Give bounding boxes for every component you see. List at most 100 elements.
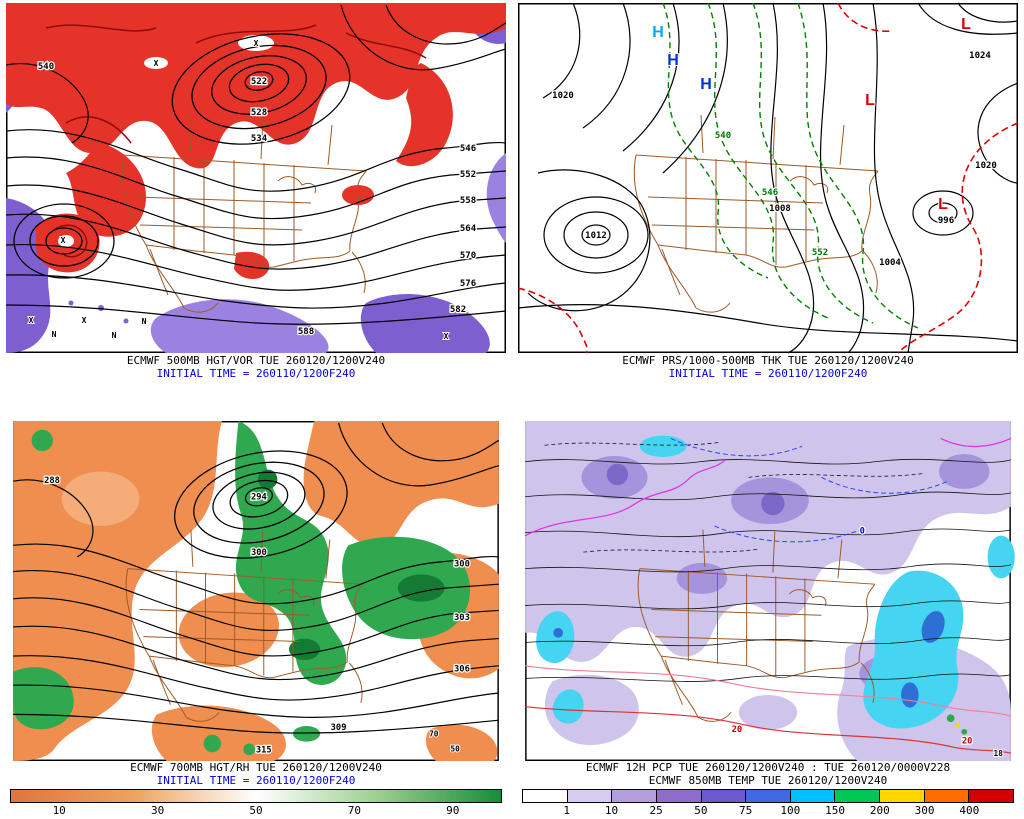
panel-caption-line1: ECMWF 700MB HGT/RH TUE 260120/1200V240: [130, 761, 382, 774]
contour-label: 315: [256, 745, 272, 755]
panel-caption-line1: ECMWF 500MB HGT/VOR TUE 260120/1200V240: [126, 354, 386, 367]
colorbar-segment: [656, 790, 702, 802]
colorbar-segment: [835, 790, 881, 802]
panel-initial-time: INITIAL TIME = 260110/1200F240: [156, 774, 356, 787]
vort-marker: X: [154, 59, 159, 68]
rh-colorbar-ticks: 10 30 50 70 90: [10, 803, 502, 817]
colorbar-segment: [746, 790, 791, 802]
colorbar-tick: 75: [739, 804, 753, 817]
pressure-label: 1004: [879, 258, 901, 268]
pcp-colorbar-bar: [522, 789, 1014, 803]
contour-label: 306: [454, 665, 470, 675]
colorbar-segment: [924, 790, 970, 802]
contour-label: 288: [44, 476, 60, 486]
panel-700mb-hgt-rh: 294 300 300 303 306 309 315 288 70 50 EC…: [0, 409, 512, 819]
pressure-label: 1008: [769, 204, 791, 214]
moderate-precip-shading: [581, 454, 990, 692]
temp-labels: 20 20 0 18: [730, 525, 1004, 759]
pressure-labels: 1020 1012 1008 1004 996 1020 1024: [551, 50, 998, 270]
height-contour-labels: 294 300 300 303 306 309 315 288 70 50: [43, 475, 471, 757]
map-pcp-850temp: 20 20 0 18: [524, 421, 1015, 761]
contour-label: 546: [460, 144, 476, 154]
contour-label: 528: [251, 108, 267, 118]
freezing-line-magenta: [524, 437, 1012, 537]
contour-label: 558: [460, 196, 476, 206]
vorticity-extrema-markers: X N X N N X X X X: [28, 38, 450, 342]
vort-marker: X: [444, 332, 449, 341]
thickness-label: 552: [812, 248, 828, 258]
contour-label: 540: [38, 62, 54, 72]
high-symbol: H: [667, 52, 679, 69]
panel-pcp-850temp: 20 20 0 18 ECMWF 12H PCP TUE 260120/1200…: [512, 409, 1024, 819]
pressure-label: 1020: [552, 91, 574, 101]
map-prs-thickness: 1020 1012 1008 1004 996 1020 1024 540 54…: [518, 2, 1018, 354]
colorbar-segment: [612, 790, 657, 802]
contour-label: 534: [251, 134, 268, 144]
map-frame: [518, 3, 1018, 353]
contour-label: 309: [331, 723, 347, 733]
warm-isotherms: [525, 665, 1012, 754]
contour-label: 576: [460, 279, 476, 289]
vort-marker: N: [52, 330, 57, 339]
map-700mb-hgt-rh: 294 300 300 303 306 309 315 288 70 50: [12, 421, 500, 761]
panel-caption-line1: ECMWF PRS/1000-500MB THK TUE 260120/1200…: [622, 354, 914, 367]
isotherm-label: 20: [962, 737, 973, 747]
vort-marker: N: [112, 331, 117, 340]
contour-label: 582: [450, 305, 466, 315]
high-low-symbols: H H H L L L: [651, 15, 972, 214]
contour-label: 300: [454, 560, 470, 570]
colorbar-tick: 50: [249, 804, 263, 817]
contour-label: 522: [251, 77, 267, 87]
heavy-precip-shading: [536, 435, 1015, 735]
temp-contours-blue-dashed: [670, 438, 948, 543]
colorbar-tick: 50: [694, 804, 708, 817]
panel-500mb-hgt-vor: 522 528 534 540 546 552 558 564 570 576 …: [0, 0, 512, 409]
height-contour-labels: 522 528 534 540 546 552 558 564 570 576 …: [37, 61, 478, 339]
rh-colorbar-bar: [10, 789, 502, 803]
colorbar-segment: [567, 790, 613, 802]
rh-label: 70: [429, 730, 439, 739]
low-symbol: L: [938, 196, 948, 213]
panel-initial-time: INITIAL TIME = 260110/1200F240: [668, 367, 868, 380]
isotherm-label: 0: [860, 527, 865, 537]
pressure-label: 1024: [969, 51, 991, 61]
colorbar-tick: 90: [446, 804, 460, 817]
contour-label: 588: [298, 327, 314, 337]
thickness-label: 546: [762, 188, 778, 198]
misc-label: 18: [994, 749, 1004, 758]
colorbar-tick: 25: [649, 804, 663, 817]
contour-label: 570: [460, 251, 476, 261]
contour-label: 294: [251, 493, 267, 503]
panel-caption-line1: ECMWF 12H PCP TUE 260120/1200V240 : TUE …: [585, 761, 951, 774]
colorbar-tick: 150: [825, 804, 846, 817]
vort-marker: X: [254, 39, 259, 48]
isotherm-label: 20: [732, 725, 743, 735]
high-symbol: H: [700, 76, 712, 93]
map-500mb-hgt-vor: 522 528 534 540 546 552 558 564 570 576 …: [6, 3, 506, 353]
vorticity-contours: [45, 24, 427, 258]
contour-label: 303: [454, 613, 470, 623]
vort-marker: X: [29, 316, 34, 325]
colorbar-segment: [523, 790, 568, 802]
vort-marker: X: [61, 236, 66, 245]
colorbar-segment: [701, 790, 747, 802]
low-symbol: L: [865, 92, 875, 109]
contour-label: 564: [460, 224, 477, 234]
colorbar-tick: 200: [869, 804, 890, 817]
contour-label: 300: [251, 548, 267, 558]
colorbar-tick: 30: [150, 804, 165, 817]
mslp-contours: [518, 2, 1018, 354]
temp-contours-dashed: [544, 441, 924, 553]
high-symbol: H: [652, 24, 664, 41]
pcp-colorbar-ticks: 1 10 25 50 75 100 150 200 300 400: [522, 803, 1014, 817]
colorbar-tick: 10: [604, 804, 619, 817]
colorbar-tick: 100: [780, 804, 801, 817]
colorbar-tick: 10: [52, 804, 66, 817]
panel-prs-thickness: 1020 1012 1008 1004 996 1020 1024 540 54…: [512, 0, 1024, 409]
colorbar-segment: [969, 790, 1014, 802]
colorbar-segment: [880, 790, 925, 802]
vort-marker: N: [142, 317, 147, 326]
panel-caption-line2: ECMWF 850MB TEMP TUE 260120/1200V240: [648, 774, 888, 787]
pcp-colorbar: 1 10 25 50 75 100 150 200 300 400: [522, 789, 1014, 817]
